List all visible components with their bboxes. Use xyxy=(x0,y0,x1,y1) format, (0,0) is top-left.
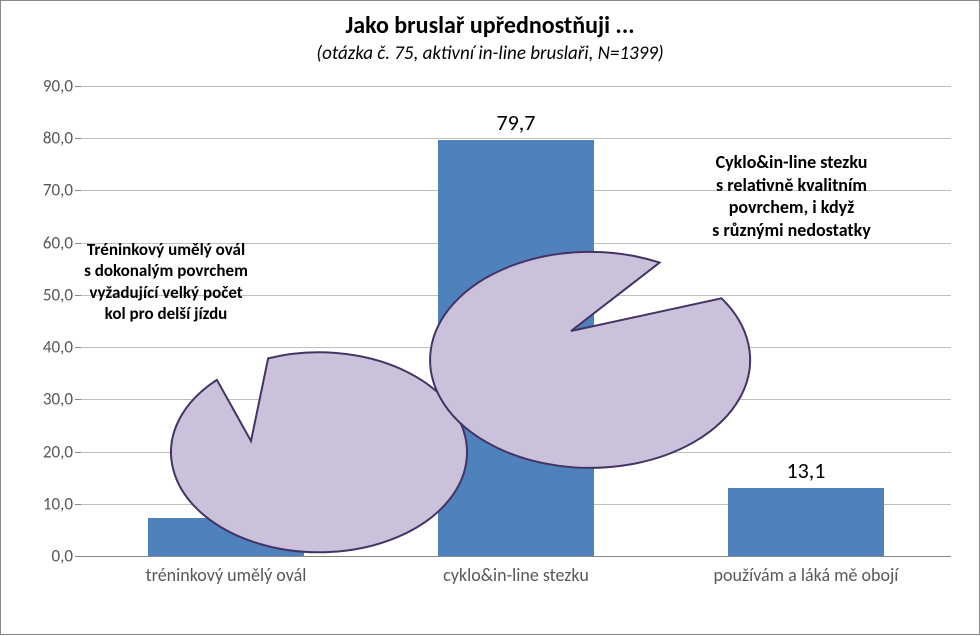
callout-text: Cyklo&in-line stezkus relativně kvalitní… xyxy=(689,151,894,241)
y-tick-label: 80,0 xyxy=(43,128,73,149)
x-category-label: používám a láká mě obojí xyxy=(661,564,951,586)
gridline xyxy=(81,86,951,87)
y-tick-mark xyxy=(75,399,81,400)
y-tick-mark xyxy=(75,190,81,191)
y-tick-mark xyxy=(75,138,81,139)
y-tick-mark xyxy=(75,347,81,348)
y-tick-label: 30,0 xyxy=(43,389,73,410)
y-tick-label: 10,0 xyxy=(43,493,73,514)
bar xyxy=(148,518,305,556)
gridline xyxy=(81,556,951,557)
y-tick-label: 90,0 xyxy=(43,76,73,97)
bar xyxy=(438,140,595,556)
bar xyxy=(728,488,885,556)
x-category-label: cyklo&in-line stezku xyxy=(371,564,661,586)
y-tick-mark xyxy=(75,452,81,453)
y-tick-mark xyxy=(75,556,81,557)
y-tick-label: 0,0 xyxy=(52,546,73,567)
chart-subtitle: (otázka č. 75, aktivní in-line bruslaři,… xyxy=(1,42,979,65)
callout-text: Tréninkový umělý ováls dokonalým povrche… xyxy=(61,239,271,324)
bar-value-label: 13,1 xyxy=(728,457,885,484)
chart-title: Jako bruslař upřednostňuji ... xyxy=(1,11,979,40)
y-tick-label: 40,0 xyxy=(43,337,73,358)
y-tick-mark xyxy=(75,504,81,505)
chart-container: Jako bruslař upřednostňuji ... (otázka č… xyxy=(0,0,980,635)
y-tick-label: 70,0 xyxy=(43,180,73,201)
x-category-label: tréninkový umělý ovál xyxy=(81,564,371,586)
bar-value-label: 7,2 xyxy=(148,487,305,514)
bar-value-label: 79,7 xyxy=(438,109,595,136)
y-tick-label: 20,0 xyxy=(43,441,73,462)
y-tick-mark xyxy=(75,86,81,87)
